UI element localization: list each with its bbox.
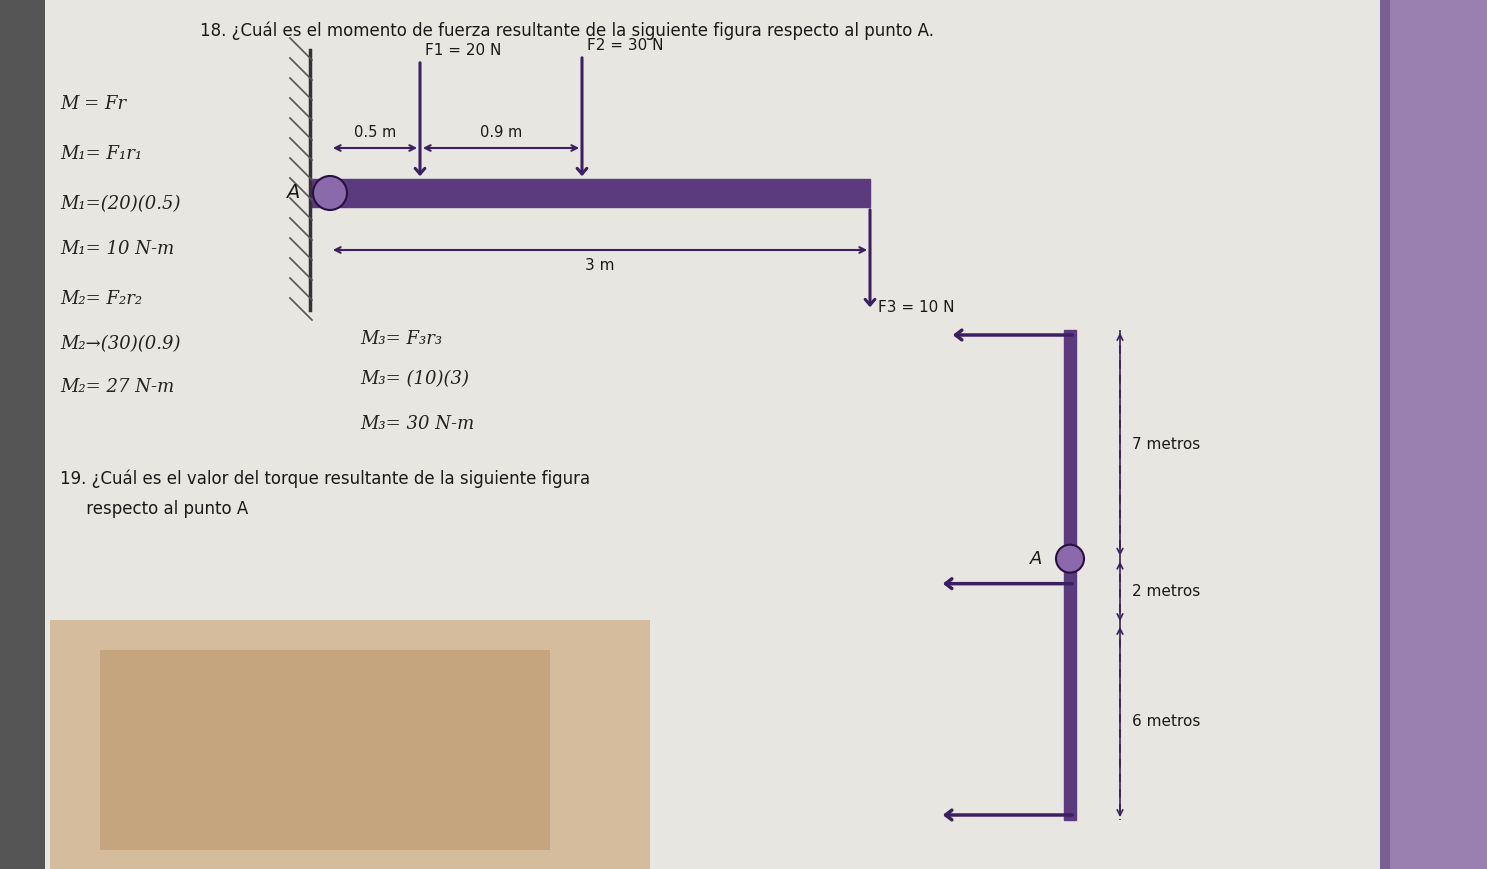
Text: 6 metros: 6 metros [1132, 714, 1200, 729]
Text: F2 = 30 N: F2 = 30 N [587, 38, 663, 53]
Text: 2 metros: 2 metros [1132, 584, 1200, 599]
Text: 0.5 m: 0.5 m [354, 125, 396, 140]
Text: M₃= 30 N-m: M₃= 30 N-m [360, 415, 474, 433]
Text: 18. ¿Cuál es el momento de fuerza resultante de la siguiente figura respecto al : 18. ¿Cuál es el momento de fuerza result… [199, 22, 934, 41]
Text: M₁= 10 N-m: M₁= 10 N-m [59, 240, 174, 258]
Text: M₃= F₃r₃: M₃= F₃r₃ [360, 330, 442, 348]
Bar [1390, 0, 1487, 869]
Text: A: A [286, 183, 299, 202]
Text: A: A [1029, 550, 1042, 567]
Text: M₃= (10)(3): M₃= (10)(3) [360, 370, 468, 388]
Bar [309, 179, 870, 207]
Text: 3 m: 3 m [586, 258, 614, 273]
Text: F3 = 10 N: F3 = 10 N [877, 300, 955, 315]
Text: respecto al punto A: respecto al punto A [59, 500, 248, 518]
Circle shape [312, 176, 346, 210]
Text: M₁= F₁r₁: M₁= F₁r₁ [59, 145, 143, 163]
Text: M = Fr: M = Fr [59, 95, 126, 113]
Circle shape [1056, 545, 1084, 573]
Text: 7 metros: 7 metros [1132, 437, 1200, 452]
Bar [100, 650, 550, 850]
Text: M₁=(20)(0.5): M₁=(20)(0.5) [59, 195, 180, 213]
Text: M₂= 27 N-m: M₂= 27 N-m [59, 378, 174, 396]
Bar [0, 0, 45, 869]
Text: 19. ¿Cuál es el valor del torque resultante de la siguiente figura: 19. ¿Cuál es el valor del torque resulta… [59, 470, 590, 488]
Text: M₂= F₂r₂: M₂= F₂r₂ [59, 290, 143, 308]
Text: 0.9 m: 0.9 m [480, 125, 522, 140]
Text: M₂→(30)(0.9): M₂→(30)(0.9) [59, 335, 180, 353]
Bar [1065, 330, 1077, 820]
Bar [51, 620, 650, 869]
Text: F1 = 20 N: F1 = 20 N [425, 43, 501, 58]
Bar [1380, 0, 1487, 869]
